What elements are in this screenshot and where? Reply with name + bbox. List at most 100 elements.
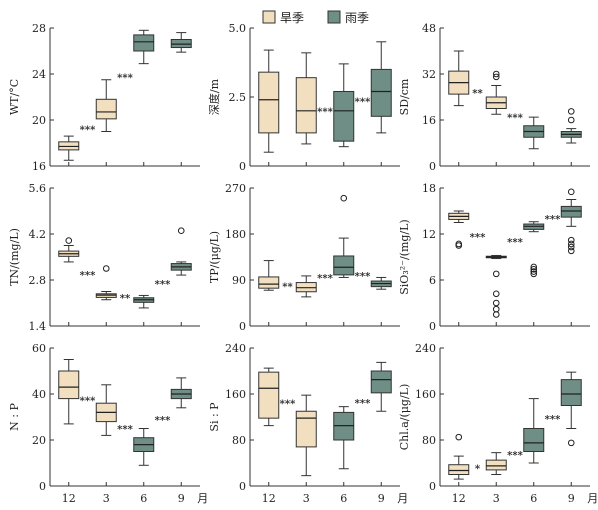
x-tick-label: 12	[62, 492, 76, 505]
y-tick-label: 48	[422, 22, 436, 35]
panel-1: 0 2.5 5.0 深度/m *** ***	[207, 22, 400, 173]
y-tick-label: 270	[225, 182, 246, 195]
x-tick-label: 9	[178, 492, 185, 505]
y-tick-label: 0	[239, 160, 246, 173]
significance-label: ***	[280, 399, 296, 410]
y-tick-label: 0	[239, 480, 246, 493]
box	[370, 68, 392, 117]
outlier-point	[567, 243, 575, 251]
y-tick-label: 6	[429, 274, 436, 287]
outlier-point	[177, 227, 185, 235]
significance-label: ***	[507, 238, 523, 249]
y-tick-label: 5.6	[29, 182, 47, 195]
significance-label: ***	[317, 273, 333, 284]
outlier-point	[530, 270, 538, 278]
significance-label: **	[282, 282, 293, 293]
outlier-point	[567, 116, 575, 124]
outlier-point	[530, 268, 538, 275]
box	[370, 370, 392, 394]
significance-label: ***	[117, 425, 133, 436]
y-tick-label: 5.0	[229, 22, 247, 35]
box	[560, 379, 582, 406]
box	[295, 410, 317, 448]
x-tick-label: 12	[452, 492, 466, 505]
x-tick-label: 9	[378, 492, 385, 505]
outlier-point	[530, 265, 538, 273]
panel-7: 0 80 160 240 Si : P 12 3 6 9 月 *** ***	[208, 342, 408, 505]
significance-label: ***	[317, 107, 333, 118]
outlier-point	[492, 270, 500, 278]
y-tick-label: 80	[232, 434, 246, 447]
y-tick-label: 0	[239, 320, 246, 333]
y-axis-label: N : P	[8, 403, 21, 431]
y-tick-label: 0	[429, 320, 436, 333]
y-tick-label: 0	[39, 480, 46, 493]
outlier-point	[455, 433, 463, 441]
y-axis-label: Si : P	[208, 402, 221, 432]
box	[295, 77, 317, 134]
outlier-point	[492, 305, 500, 313]
y-tick-label: 0	[429, 160, 436, 173]
x-unit-label: 月	[397, 492, 408, 505]
y-tick-label: 12	[422, 228, 436, 241]
y-tick-label: 160	[225, 388, 246, 401]
y-tick-label: 16	[422, 114, 436, 127]
panel-3: 1.42.84.25.6TN/(mg/L) ********	[8, 182, 200, 333]
x-tick-label: 12	[262, 492, 276, 505]
outlier-point	[567, 240, 575, 248]
outlier-point	[492, 73, 500, 81]
y-tick-label: 60	[32, 342, 46, 355]
significance-label: **	[120, 293, 131, 304]
y-axis-label: SiO₃²⁻/(mg/L)	[398, 219, 411, 294]
significance-label: ***	[355, 399, 371, 410]
panel-6: 0 20 40 60 N : P 12 3 6 9 月 *** *** ***	[8, 342, 208, 505]
y-tick-label: 90	[232, 274, 246, 287]
box	[560, 205, 582, 218]
legend-label-dry: 旱季	[280, 11, 304, 25]
legend-swatch-wet	[327, 10, 341, 24]
y-axis-label: TN/(mg/L)	[8, 228, 21, 286]
outlier-point	[102, 265, 110, 272]
outlier-point	[567, 439, 575, 447]
significance-label: ***	[155, 279, 171, 290]
box	[258, 276, 280, 289]
y-tick-label: 180	[225, 228, 246, 241]
significance-label: ***	[507, 450, 523, 461]
outlier-point	[492, 290, 500, 298]
box	[448, 464, 470, 476]
box	[333, 255, 355, 276]
y-tick-label: 24	[32, 68, 46, 81]
y-tick-label: 40	[32, 388, 46, 401]
y-axis-label: WT/°C	[8, 79, 21, 115]
x-tick-label: 6	[340, 492, 347, 505]
significance-label: ***	[80, 125, 96, 136]
x-unit-label: 月	[197, 492, 208, 505]
box	[333, 90, 355, 142]
box	[485, 459, 507, 471]
y-tick-label: 1.4	[29, 320, 47, 333]
outlier-point	[340, 194, 348, 202]
outlier-point	[567, 236, 575, 244]
x-tick-label: 6	[140, 492, 147, 505]
y-tick-label: 4.2	[29, 228, 47, 241]
y-tick-label: 2.8	[29, 274, 47, 287]
box	[95, 98, 117, 120]
legend: 旱季 雨季	[262, 10, 369, 25]
significance-label: ***	[80, 270, 96, 281]
significance-label: ***	[80, 396, 96, 407]
x-unit-label: 月	[587, 492, 598, 505]
y-tick-label: 20	[32, 114, 46, 127]
outlier-point	[567, 108, 575, 115]
y-tick-label: 2.5	[229, 91, 247, 104]
outlier-point	[492, 70, 500, 78]
significance-label: ***	[545, 414, 561, 425]
y-tick-label: 32	[422, 68, 436, 81]
y-tick-label: 28	[32, 22, 46, 35]
box	[523, 428, 545, 452]
box	[258, 371, 280, 419]
x-tick-label: 3	[493, 492, 500, 505]
y-tick-label: 80	[422, 434, 436, 447]
